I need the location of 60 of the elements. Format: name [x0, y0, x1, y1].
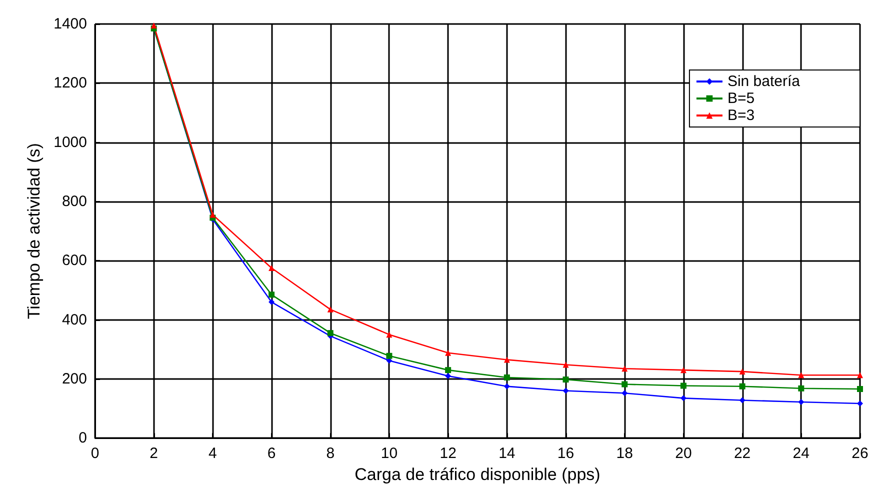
point [386, 352, 392, 359]
point [798, 399, 804, 406]
point [268, 292, 275, 298]
y-tick-label: 400 [62, 311, 87, 328]
point [739, 397, 746, 404]
legend-label: B=5 [727, 90, 755, 107]
y-axis-title: Tiempo de actividad (s) [24, 143, 44, 320]
point [327, 306, 334, 312]
point [150, 22, 157, 28]
legend-label: B=3 [727, 107, 755, 124]
point [386, 332, 392, 338]
point [445, 367, 452, 374]
point [622, 366, 628, 372]
point [798, 372, 804, 378]
x-tick-label: 20 [675, 445, 692, 462]
x-tick-label: 6 [267, 445, 276, 462]
x-tick-label: 24 [792, 445, 810, 462]
y-tick-label: 800 [62, 192, 87, 210]
point [680, 367, 686, 374]
point [268, 265, 275, 272]
point [268, 299, 275, 306]
point [739, 368, 746, 375]
point [327, 330, 334, 336]
y-tick-label: 1000 [54, 134, 87, 151]
x-tick-label: 18 [616, 445, 633, 462]
point [622, 390, 628, 396]
y-tick-label: 600 [62, 252, 87, 270]
y-tick-label: 1400 [54, 16, 87, 32]
y-tick-label: 200 [62, 370, 87, 388]
point [562, 362, 569, 368]
point [562, 376, 569, 383]
x-axis-title: Carga de tráfico disponible (pps) [354, 465, 600, 484]
point [445, 350, 452, 356]
x-tick-label: 8 [326, 445, 335, 462]
x-tick-label: 14 [498, 445, 516, 462]
y-tick-label: 0 [78, 430, 87, 447]
x-tick-label: 22 [734, 445, 751, 462]
x-tick-label: 16 [557, 445, 574, 462]
point [680, 382, 686, 389]
x-tick-label: 12 [440, 445, 456, 462]
x-tick-label: 2 [150, 445, 158, 462]
point [504, 374, 510, 380]
x-tick-label: 0 [90, 445, 100, 462]
point [857, 400, 863, 406]
point [210, 212, 216, 218]
point [445, 372, 452, 379]
legend-label: Sin batería [727, 73, 801, 90]
point [680, 395, 686, 402]
point [798, 385, 804, 392]
point [857, 372, 863, 378]
y-tick-label: 1200 [54, 74, 87, 92]
point [622, 381, 628, 388]
x-tick-label: 26 [852, 445, 868, 462]
x-tick-label: 4 [208, 445, 217, 462]
point [739, 383, 746, 390]
point [504, 383, 510, 390]
point [504, 356, 510, 363]
point [857, 386, 863, 392]
x-tick-label: 10 [380, 445, 398, 462]
point [562, 388, 569, 394]
